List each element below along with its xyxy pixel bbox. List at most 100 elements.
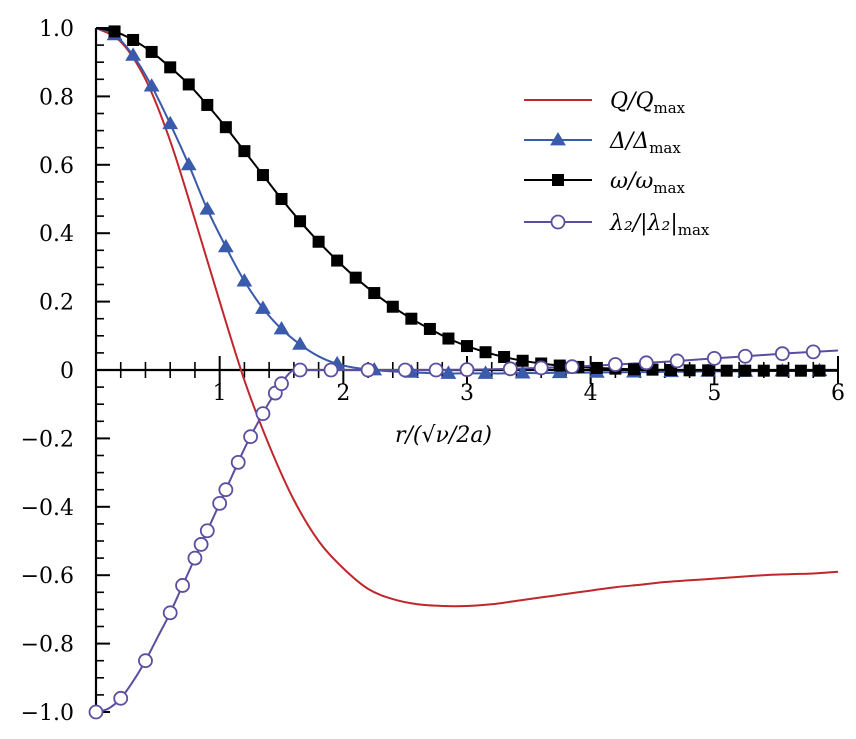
data-point-circle [113,690,129,706]
series-line-2 [95,27,839,375]
data-point-circle [502,361,518,377]
data-point-square [739,364,752,377]
y-tick-label: −0.2 [21,427,74,452]
data-point-triangle [255,300,271,314]
data-point-square [164,61,177,74]
data-point-circle [274,376,289,392]
data-point-square [312,235,325,248]
data-point-square [590,361,603,374]
y-tick-label: 0.2 [39,291,74,316]
y-axis: 1.0 0.8 0.6 0.4 0.2 0 −0.2 −0.4 −0.6 −0.8 −1.0 [21,17,110,726]
data-point-circle [638,355,654,371]
y-tick-label: 0.6 [39,154,74,179]
data-point-circle [162,605,178,621]
data-point-circle [564,359,580,375]
data-point-triangle [143,78,160,92]
y-tick-label: −0.8 [21,633,74,658]
data-point-square [627,363,640,376]
data-point-square [813,364,826,377]
data-point-circle [459,362,475,378]
data-point-circle [706,350,722,366]
data-point-square [219,121,232,134]
data-point-square [386,300,399,313]
data-point-square [256,169,269,182]
x-axis-label: r/(√ν/2a) [395,423,492,448]
data-point-circle [292,362,308,378]
legend-swatch-marker [550,132,566,146]
data-point-circle [243,429,258,445]
legend-label: Q/Qmax [610,89,686,117]
data-point-square [516,354,529,367]
data-point-square [108,25,121,38]
data-point-triangle [199,201,216,215]
data-point-circle [669,353,685,369]
data-point-triangle [125,47,141,61]
data-point-square [294,215,307,228]
data-point-circle [199,523,215,539]
data-point-square [442,332,455,345]
data-point-square [349,271,362,284]
data-point-circle [774,346,790,362]
data-point-triangle [477,365,494,379]
y-tick-label: 0.8 [39,85,74,110]
x-tick-label: 2 [336,381,350,406]
data-point-square [553,359,566,372]
data-point-square [331,254,344,267]
data-point-square [201,98,214,111]
data-point-triangle [551,364,568,379]
legend-label: ω/ωmax [610,169,685,197]
data-point-circle [360,362,376,378]
data-point-triangle [440,365,457,379]
data-point-square [757,364,770,377]
x-tick-label: 3 [460,381,474,406]
data-point-circle [255,406,271,422]
legend: Q/Qmax Δ/Δmax ω/ωmax λ₂/|λ₂|max [524,89,710,239]
data-point-circle [187,550,203,566]
data-point-square [702,364,715,377]
data-point-circle [230,454,246,470]
data-point-circle [88,704,104,720]
legend-swatch-marker [550,214,566,230]
data-point-square [182,78,195,91]
data-point-square [368,287,381,300]
data-point-square [720,364,733,377]
data-point-square [683,364,696,377]
data-point-square [275,193,288,205]
data-point-square [794,364,807,377]
data-point-circle [737,348,753,364]
data-point-square [479,346,492,359]
data-point-triangle [180,156,197,171]
x-tick-label: 4 [584,381,598,406]
data-point-triangle [162,115,179,130]
data-point-circle [218,482,234,498]
data-point-circle [428,362,444,378]
y-tick-label: −0.6 [21,564,74,589]
data-point-circle [193,537,209,552]
y-tick-label: −1.0 [21,701,74,726]
legend-label: Δ/Δmax [609,129,681,157]
data-point-triangle [217,238,234,253]
x-tick-label: 5 [707,381,721,406]
data-point-circle [175,578,190,593]
legend-label: λ₂/|λ₂|max [609,211,710,239]
data-point-square [405,312,418,325]
data-point-circle [138,653,153,669]
data-point-square [498,351,511,364]
data-point-square [127,33,140,46]
data-point-triangle [292,336,308,350]
y-tick-label: 0.4 [39,222,74,247]
x-tick-label: 6 [831,381,845,406]
data-point-square [145,45,158,58]
data-point-circle [608,357,623,372]
data-point-circle [323,362,339,378]
data-point-triangle [236,273,253,287]
data-point-circle [397,362,413,378]
data-point-square [423,322,436,335]
data-point-circle [805,344,821,360]
data-point-triangle [514,365,531,379]
legend-swatch-marker [552,174,564,186]
data-point-circle [212,495,228,511]
data-point-triangle [273,320,290,335]
data-point-square [776,364,789,377]
